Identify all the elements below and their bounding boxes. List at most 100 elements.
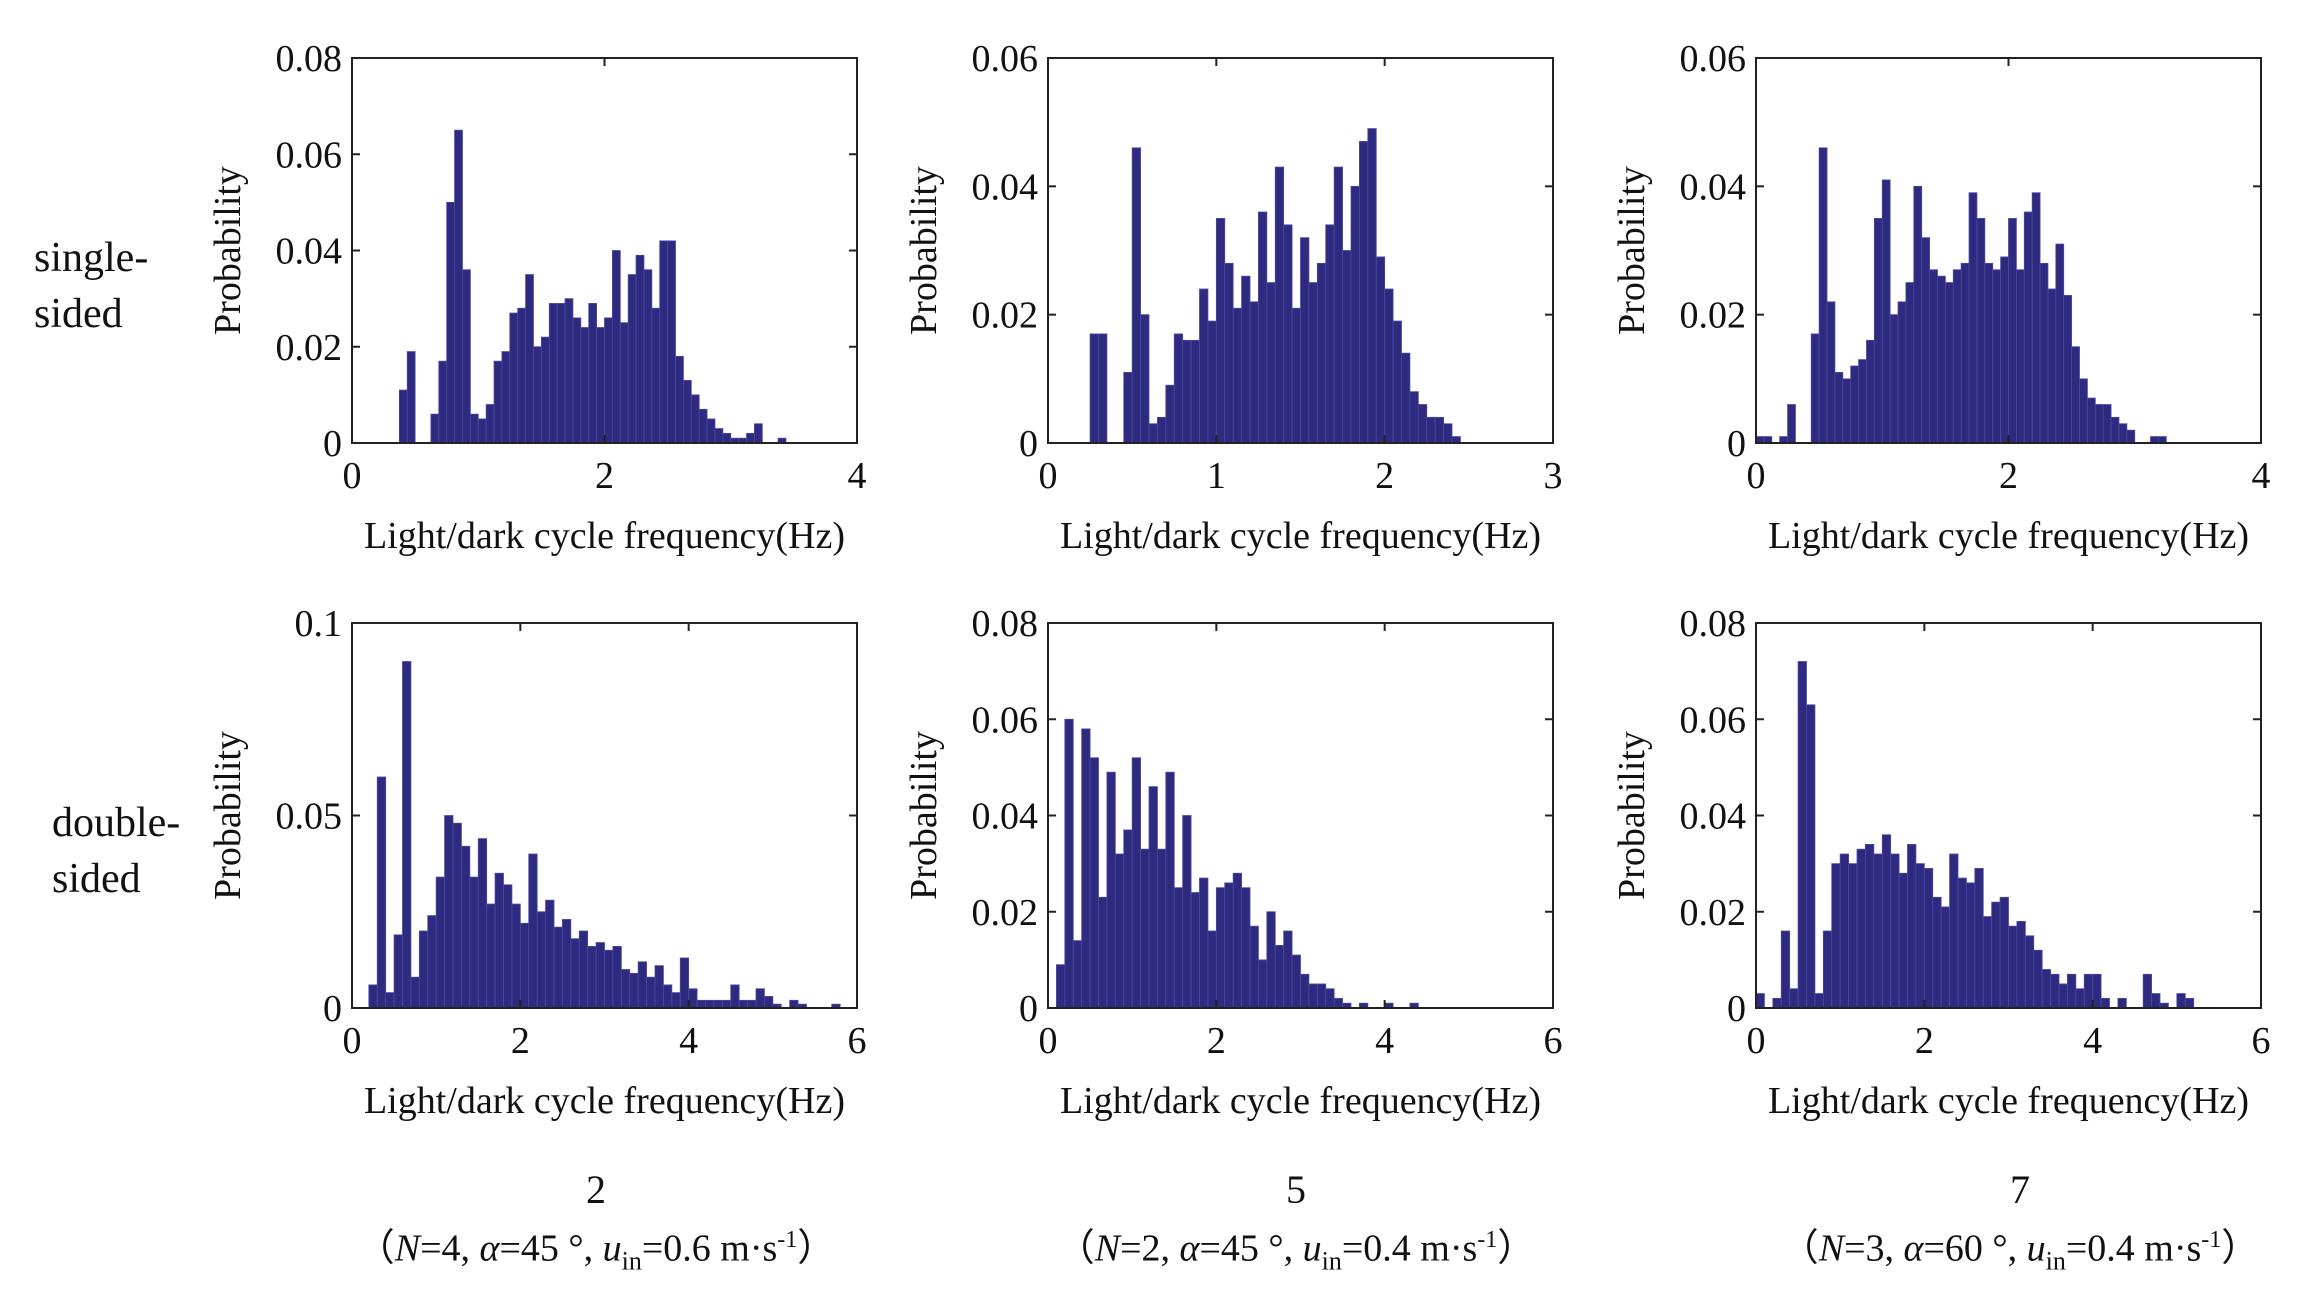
histogram-bar — [627, 274, 637, 444]
histogram-bar — [1913, 185, 1923, 444]
histogram-bar — [1991, 901, 2001, 1009]
histogram-bar — [2050, 973, 2060, 1009]
histogram-bar — [1291, 307, 1301, 444]
histogram-bar — [2100, 997, 2110, 1009]
row-label-double-line1: double- — [52, 800, 181, 846]
y-tick-label: 0.04 — [1680, 166, 1747, 208]
histogram-bar — [485, 404, 495, 444]
histogram-bar — [2015, 269, 2025, 444]
histogram-bar — [1081, 728, 1091, 1009]
histogram-bar — [1182, 815, 1192, 1009]
histogram-bar — [385, 992, 395, 1009]
histogram-bar — [1367, 128, 1377, 444]
case-number: 7 — [2010, 1167, 2030, 1212]
histogram-bar — [1850, 365, 1859, 444]
x-tick-label: 2 — [595, 455, 614, 497]
histogram-bar — [1772, 997, 1782, 1009]
histogram-bar — [1866, 339, 1875, 444]
histogram-bar — [2176, 993, 2186, 1009]
histogram-bar — [1826, 301, 1836, 444]
y-tick-label: 0.02 — [1680, 295, 1747, 337]
histogram-bar — [1190, 892, 1200, 1009]
x-tick-label: 4 — [2083, 1020, 2102, 1062]
histogram-bar — [1224, 882, 1234, 1009]
x-axis-label: Light/dark cycle frequency(Hz) — [1060, 515, 1541, 557]
y-tick-label: 0.05 — [276, 796, 343, 838]
histogram-bar — [1131, 147, 1141, 444]
histogram-bar — [548, 303, 558, 444]
histogram-bar — [1207, 930, 1217, 1009]
histogram-bar — [722, 432, 732, 444]
histogram-bar — [540, 336, 550, 444]
histogram-bar — [1359, 141, 1369, 444]
histogram-bar — [1787, 404, 1796, 444]
histogram-bar — [1157, 416, 1167, 444]
y-tick-label: 0 — [1727, 988, 1746, 1030]
case-parameters: （N=3, α=60 °, uin=0.4 m·s-1） — [1780, 1227, 2260, 1276]
case-number: 5 — [1286, 1167, 1306, 1212]
histogram-bar — [1283, 930, 1293, 1009]
histogram-bar — [1342, 250, 1352, 444]
histogram-bar — [789, 999, 799, 1009]
histogram-bar — [1224, 262, 1234, 444]
histogram-bar — [525, 274, 534, 444]
x-axis-label: Light/dark cycle frequency(Hz) — [364, 515, 845, 557]
histogram-bar — [1409, 391, 1419, 444]
y-tick-label: 0.04 — [1680, 796, 1747, 838]
histogram-bar — [427, 915, 437, 1009]
histogram-bar — [1131, 757, 1141, 1009]
histogram-bar — [2092, 973, 2102, 1009]
histogram-bar — [1856, 848, 1866, 1009]
histogram-bar — [1249, 301, 1259, 444]
y-tick-label: 0.06 — [1680, 699, 1747, 741]
histogram-bar — [2016, 920, 2026, 1009]
histogram-bar — [1072, 940, 1083, 1009]
histogram-bar — [1064, 718, 1074, 1009]
histogram-bar — [1873, 853, 1883, 1009]
histogram-bar — [754, 423, 763, 444]
histogram-bar — [690, 394, 700, 444]
histogram-bar — [683, 380, 692, 444]
y-axis-label: Probability — [903, 166, 945, 335]
histogram-bar — [1822, 930, 1833, 1009]
histogram-bar — [1401, 352, 1411, 444]
histogram-bar — [1881, 834, 1892, 1009]
histogram-bar — [696, 999, 706, 1009]
chart-panel-6: 0 2 4 6 0 0.02 0.04 0.06 0.08 Light/dark cycle fr… — [1611, 603, 2271, 1122]
histogram-bar — [1915, 863, 1925, 1009]
y-tick-label: 0.06 — [1680, 38, 1747, 80]
histogram-bar — [553, 926, 563, 1009]
histogram-bar — [2102, 404, 2112, 444]
histogram-bar — [446, 201, 455, 444]
axes-box — [1047, 57, 1554, 444]
histogram-bar — [406, 351, 416, 444]
histogram-bar — [1148, 423, 1158, 444]
histogram-bar — [533, 346, 542, 444]
x-tick-label: 0 — [343, 455, 362, 497]
histogram-bar — [1241, 887, 1251, 1009]
histogram-bar — [1140, 848, 1150, 1009]
case-caption-1: 2 （N=4, α=45 °, uin=0.6 m·s-1） — [276, 1165, 916, 1286]
histogram-bar — [675, 355, 684, 444]
histogram-bar — [402, 661, 412, 1009]
histogram-bar — [1207, 320, 1217, 444]
histogram-bar — [659, 240, 669, 444]
chart-panel-2: 0 1 2 3 0 0.02 0.04 0.06 Light/dark cycle freque… — [903, 38, 1563, 557]
histogram-bar — [462, 269, 471, 444]
chart-panel-3: 0 2 4 0 0.02 0.04 0.06 Light/dark cycle frequen… — [1611, 38, 2271, 557]
histogram-bar — [1984, 262, 1994, 444]
x-tick-label: 6 — [1544, 1020, 1563, 1062]
histogram-bar — [1316, 262, 1327, 444]
histogram-bar — [2008, 218, 2017, 444]
histogram-bar — [1375, 256, 1386, 444]
histogram-bar — [2055, 243, 2065, 444]
histogram-bar — [643, 269, 653, 444]
histogram-bar — [714, 428, 724, 444]
histogram-bar — [1873, 218, 1883, 444]
histogram-bar — [1266, 282, 1276, 444]
x-tick-label: 4 — [2252, 455, 2271, 497]
histogram-bar — [1898, 872, 1908, 1009]
y-tick-label: 0 — [323, 423, 342, 465]
histogram-bar — [2023, 211, 2033, 444]
y-tick-label: 0.06 — [972, 699, 1039, 741]
